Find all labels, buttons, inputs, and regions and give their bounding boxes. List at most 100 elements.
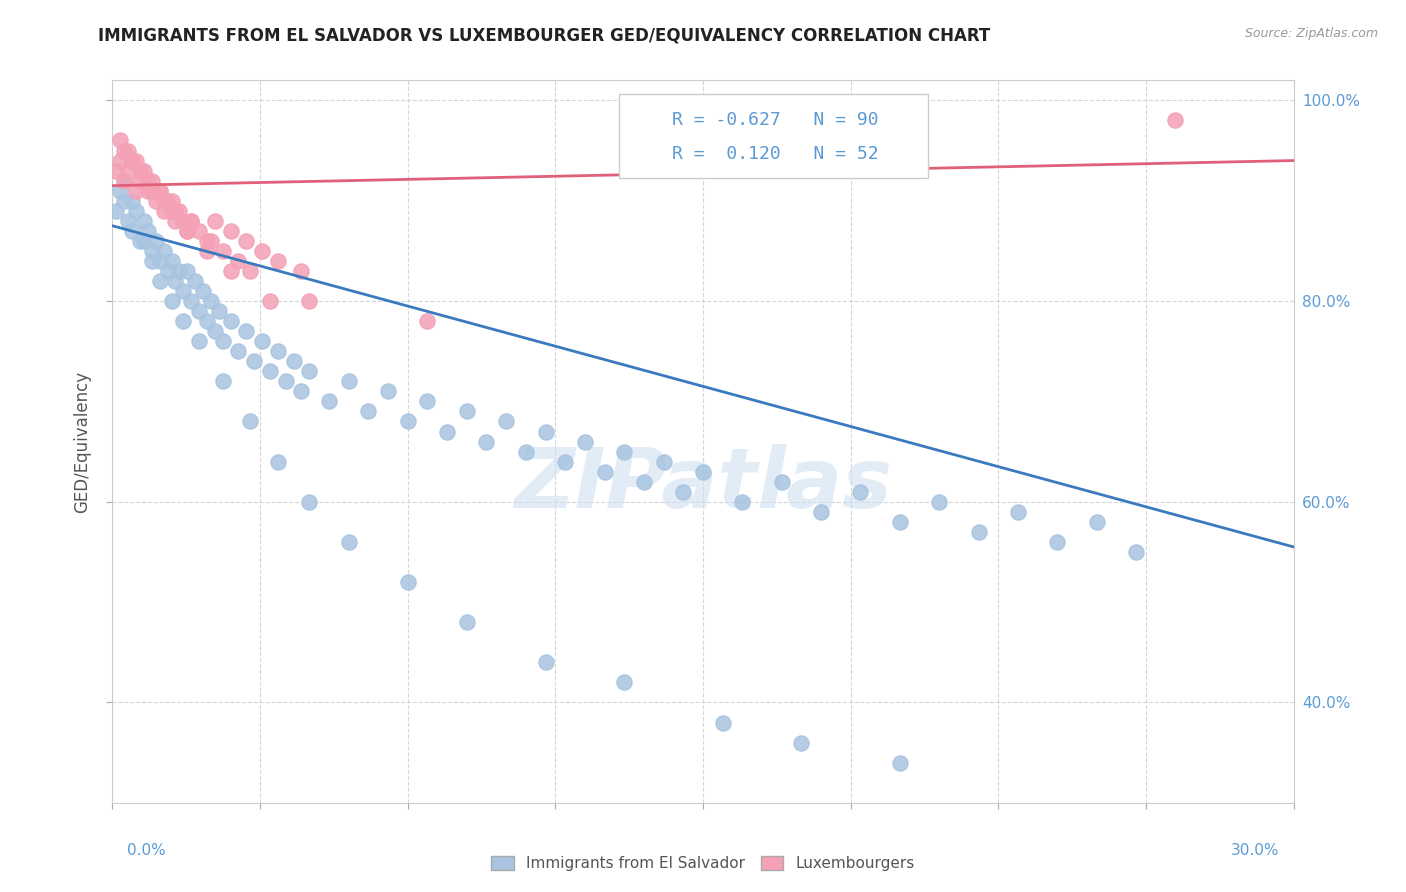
Point	[298, 364, 321, 378]
Point	[191, 284, 214, 298]
Point	[574, 434, 596, 449]
Point	[172, 284, 194, 298]
Point	[208, 304, 231, 318]
Point	[172, 314, 194, 328]
Point	[243, 354, 266, 368]
Point	[149, 184, 172, 198]
Point	[176, 224, 198, 238]
Point	[180, 213, 202, 227]
Point	[132, 234, 155, 248]
Point	[928, 494, 950, 508]
Point	[554, 454, 576, 468]
Point	[211, 244, 233, 258]
Point	[145, 234, 167, 248]
Point	[136, 173, 159, 187]
Point	[456, 615, 478, 630]
Point	[121, 153, 143, 168]
Point	[267, 344, 290, 359]
Y-axis label: GED/Equivalency: GED/Equivalency	[73, 370, 91, 513]
Point	[416, 394, 439, 409]
Point	[290, 384, 312, 399]
Point	[204, 324, 226, 338]
Point	[456, 404, 478, 418]
Point	[1007, 505, 1029, 519]
Point	[337, 374, 360, 388]
Point	[711, 715, 734, 730]
Point	[165, 213, 187, 227]
Point	[136, 184, 159, 198]
Point	[176, 224, 198, 238]
Point	[652, 454, 675, 468]
Point	[105, 203, 128, 218]
Point	[337, 534, 360, 549]
Point	[125, 153, 148, 168]
Point	[180, 213, 202, 227]
Point	[141, 244, 163, 258]
Point	[129, 173, 152, 187]
Point	[692, 465, 714, 479]
Point	[290, 264, 312, 278]
Point	[534, 425, 557, 439]
Point	[145, 194, 167, 208]
Point	[188, 224, 211, 238]
Point	[160, 293, 183, 308]
Point	[184, 274, 207, 288]
Point	[889, 756, 911, 770]
Point	[259, 293, 281, 308]
Point	[149, 253, 172, 268]
Point	[967, 524, 990, 539]
Point	[274, 374, 297, 388]
Point	[156, 264, 179, 278]
Point	[112, 194, 135, 208]
Point	[110, 184, 132, 198]
Point	[219, 224, 242, 238]
Point	[416, 314, 439, 328]
Point	[125, 203, 148, 218]
Point	[160, 203, 183, 218]
Point	[200, 234, 222, 248]
Point	[219, 314, 242, 328]
Point	[117, 163, 139, 178]
Point	[298, 293, 321, 308]
Point	[176, 264, 198, 278]
Point	[211, 334, 233, 348]
Point	[318, 394, 340, 409]
Point	[141, 173, 163, 187]
Text: R =  0.120   N = 52: R = 0.120 N = 52	[672, 145, 879, 163]
Point	[810, 505, 832, 519]
Point	[396, 574, 419, 589]
Point	[436, 425, 458, 439]
Point	[849, 484, 872, 499]
Point	[495, 414, 517, 428]
Point	[731, 494, 754, 508]
Point	[172, 213, 194, 227]
Point	[889, 515, 911, 529]
Point	[790, 735, 813, 749]
Text: R = -0.627   N = 90: R = -0.627 N = 90	[672, 112, 879, 129]
Point	[515, 444, 537, 458]
Point	[1164, 113, 1187, 128]
Point	[613, 444, 636, 458]
Point	[132, 213, 155, 227]
Point	[180, 293, 202, 308]
Point	[121, 224, 143, 238]
Point	[117, 213, 139, 227]
Point	[160, 194, 183, 208]
Point	[259, 364, 281, 378]
Point	[136, 224, 159, 238]
Point	[219, 264, 242, 278]
Point	[117, 144, 139, 158]
Point	[152, 244, 174, 258]
Point	[156, 194, 179, 208]
Point	[195, 234, 218, 248]
Point	[165, 274, 187, 288]
Point	[534, 655, 557, 669]
Point	[200, 293, 222, 308]
Point	[211, 374, 233, 388]
Point	[112, 144, 135, 158]
Point	[129, 163, 152, 178]
Point	[298, 494, 321, 508]
Point	[377, 384, 399, 399]
Point	[1085, 515, 1108, 529]
Text: ZIPatlas: ZIPatlas	[515, 444, 891, 525]
